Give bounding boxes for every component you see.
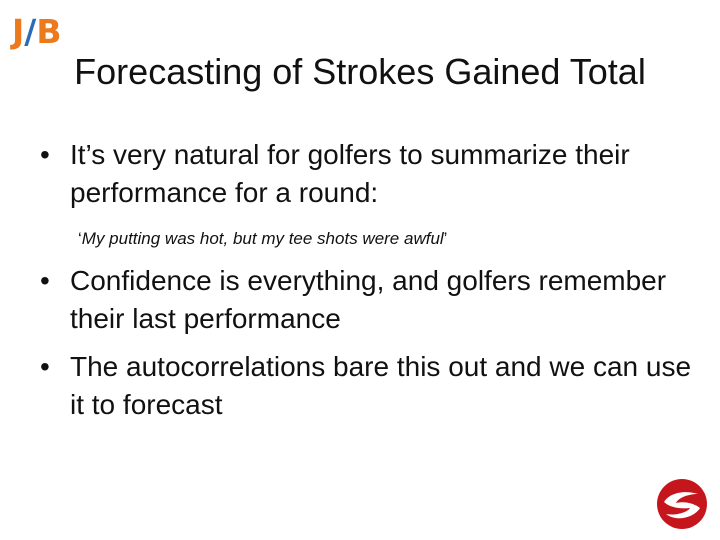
quote-open-mark: ‘ bbox=[78, 229, 82, 248]
bullet-text-1: It’s very natural for golfers to summari… bbox=[70, 139, 630, 208]
bullet-dot-icon: • bbox=[40, 139, 50, 170]
bullet-item-1: • It’s very natural for golfers to summa… bbox=[40, 136, 700, 212]
quote-line: ‘My putting was hot, but my tee shots we… bbox=[40, 226, 700, 252]
logo-letter-b: B bbox=[36, 12, 62, 51]
slide-title: Forecasting of Strokes Gained Total bbox=[74, 51, 646, 92]
bullet-text-2: Confidence is everything, and golfers re… bbox=[70, 265, 667, 334]
bullet-item-3: • The autocorrelations bare this out and… bbox=[40, 348, 700, 424]
red-swoosh-logo-icon bbox=[657, 479, 707, 529]
jb-logo: J/B bbox=[12, 12, 62, 52]
logo-slash: / bbox=[24, 12, 37, 51]
bullet-dot-icon: • bbox=[40, 351, 50, 382]
bullet-item-2: • Confidence is everything, and golfers … bbox=[40, 262, 700, 338]
bullet-list: • It’s very natural for golfers to summa… bbox=[40, 136, 700, 424]
logo-letter-j: J bbox=[12, 12, 25, 51]
bullet-text-3: The autocorrelations bare this out and w… bbox=[70, 351, 692, 420]
bullet-dot-icon: • bbox=[40, 265, 50, 296]
quote-close-mark: ’ bbox=[443, 229, 448, 248]
quote-text: My putting was hot, but my tee shots wer… bbox=[81, 229, 444, 248]
